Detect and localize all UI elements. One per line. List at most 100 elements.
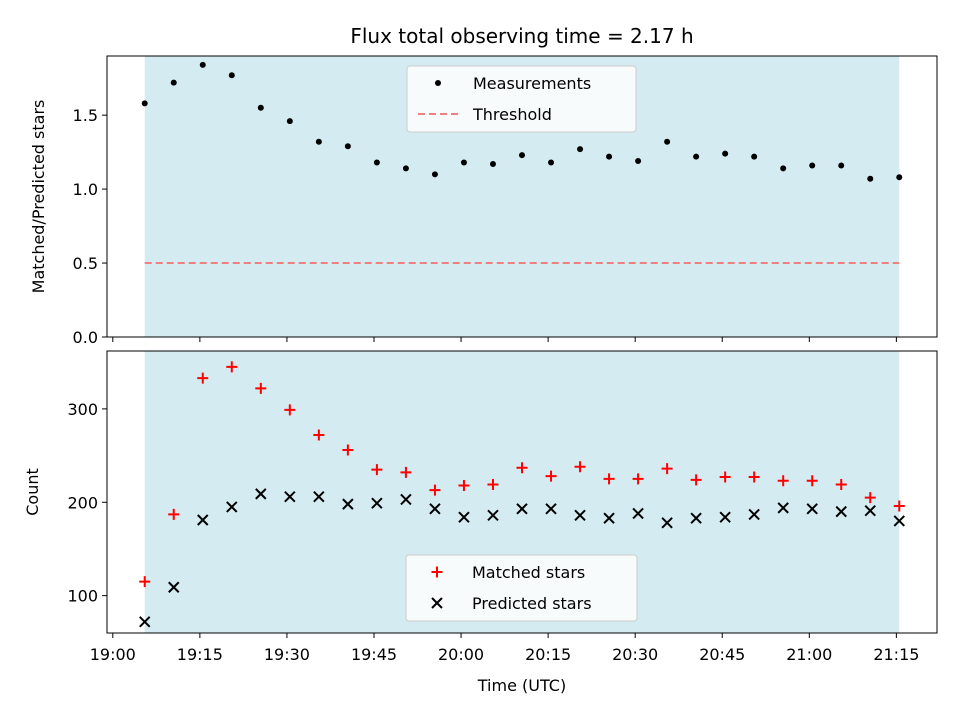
x-tick-label: 20:15 [525,645,571,664]
measurement-point [257,104,264,111]
predicted-star-point [719,511,731,523]
measurement-point [199,61,206,68]
predicted-star-point [342,498,354,510]
x-tick-label: 19:45 [351,645,397,664]
y-tick-label: 100 [67,587,98,606]
x-tick-label: 19:00 [90,645,136,664]
measurement-point [548,159,555,166]
measurement-point [519,152,525,159]
predicted-star-point [255,488,267,500]
ratio-panel: 0.0 0.5 1.0 1.5 Matched/Predicted stars Measu… [29,55,938,347]
matched-star-point [632,473,644,485]
predicted-star-point [284,490,296,503]
matched-star-point [429,484,441,496]
legend-label: Threshold [472,105,552,124]
measurement-point [867,175,874,182]
legend-box [406,65,637,133]
matched-star-point [545,470,557,482]
y-tick-label: 0.0 [73,328,98,347]
predicted-star-point [893,515,905,527]
x-tick-label: 21:15 [873,645,919,664]
matched-star-point [835,479,847,491]
measurement-point [141,100,148,107]
measurement-point [780,165,787,172]
predicted-star-point [632,507,644,520]
measurement-point [402,165,409,172]
predicted-star-point [574,509,586,522]
predicted-star-point [748,508,760,521]
count-panel: 100 200 300 19:00 19:15 19:30 19:45 20:00 20:15 2… [23,350,938,664]
predicted-star-point [516,503,528,515]
y-tick-label: 300 [67,400,98,419]
predicted-star-point [139,616,151,628]
legend-marker-plus [431,566,443,578]
predicted-star-point [400,493,412,506]
measurement-point [577,146,584,153]
y-tick-label: 1.5 [73,106,98,125]
legend-marker-dot [435,80,441,86]
predicted-star-point [458,511,470,523]
matched-star-point [864,492,876,504]
measurement-point [228,72,235,79]
predicted-star-point [690,512,702,524]
predicted-star-point [777,502,789,514]
x-axis-label: Time (UTC) [477,676,566,695]
legend-label: Predicted stars [472,594,592,613]
measurement-point [344,143,351,150]
predicted-star-point [429,503,441,515]
matched-star-point [516,462,528,474]
measurement-point [838,162,845,169]
predicted-star-point [545,503,557,515]
matched-star-point [458,479,470,491]
measurement-point [809,162,816,169]
x-tick-label: 21:00 [786,645,832,664]
x-tick-label: 20:30 [612,645,658,664]
measurement-point [722,150,729,157]
measurement-point [286,118,293,125]
measurement-point [315,138,322,145]
matched-star-point [748,471,760,483]
y-tick-label: 200 [67,493,98,512]
predicted-star-point [603,512,615,524]
matched-star-point [893,500,905,512]
measurement-point [606,153,613,160]
predicted-star-point [313,490,325,503]
legend: Matched stars Predicted stars [405,554,638,622]
measurement-point [751,153,758,160]
legend-box [405,554,638,622]
measurement-point [896,174,903,181]
measurement-point [431,171,438,178]
matched-star-point [168,508,180,520]
matched-star-point [690,474,702,486]
matched-star-point [777,475,789,487]
legend-marker-x [431,597,443,609]
measurement-point [489,160,496,167]
measurement-point [373,159,380,166]
predicted-star-point [371,497,383,509]
legend: Measurements Threshold [406,65,637,133]
matched-star-point [342,444,354,456]
predicted-star-point [806,503,818,515]
x-tick-label: 20:45 [699,645,745,664]
y-tick-label: 0.5 [73,254,98,273]
measurement-point [460,159,467,166]
x-tick-label: 19:15 [177,645,223,664]
matched-star-point [284,404,296,416]
matched-star-point [255,382,267,394]
matched-star-point [371,464,383,476]
y-axis-label: Matched/Predicted stars [29,100,48,294]
matched-star-point [313,429,325,441]
legend-label: Matched stars [472,563,585,582]
x-tick-label: 19:30 [264,645,310,664]
matched-star-point [574,461,586,473]
measurement-point [664,138,671,145]
predicted-star-point [864,504,876,517]
measurement-point [170,79,177,86]
axes-frame [106,350,938,634]
matched-star-point [197,372,209,384]
matched-star-point [226,361,238,373]
y-tick-label: 1.0 [73,180,98,199]
axes-frame [106,55,938,338]
legend-label: Measurements [473,74,591,93]
